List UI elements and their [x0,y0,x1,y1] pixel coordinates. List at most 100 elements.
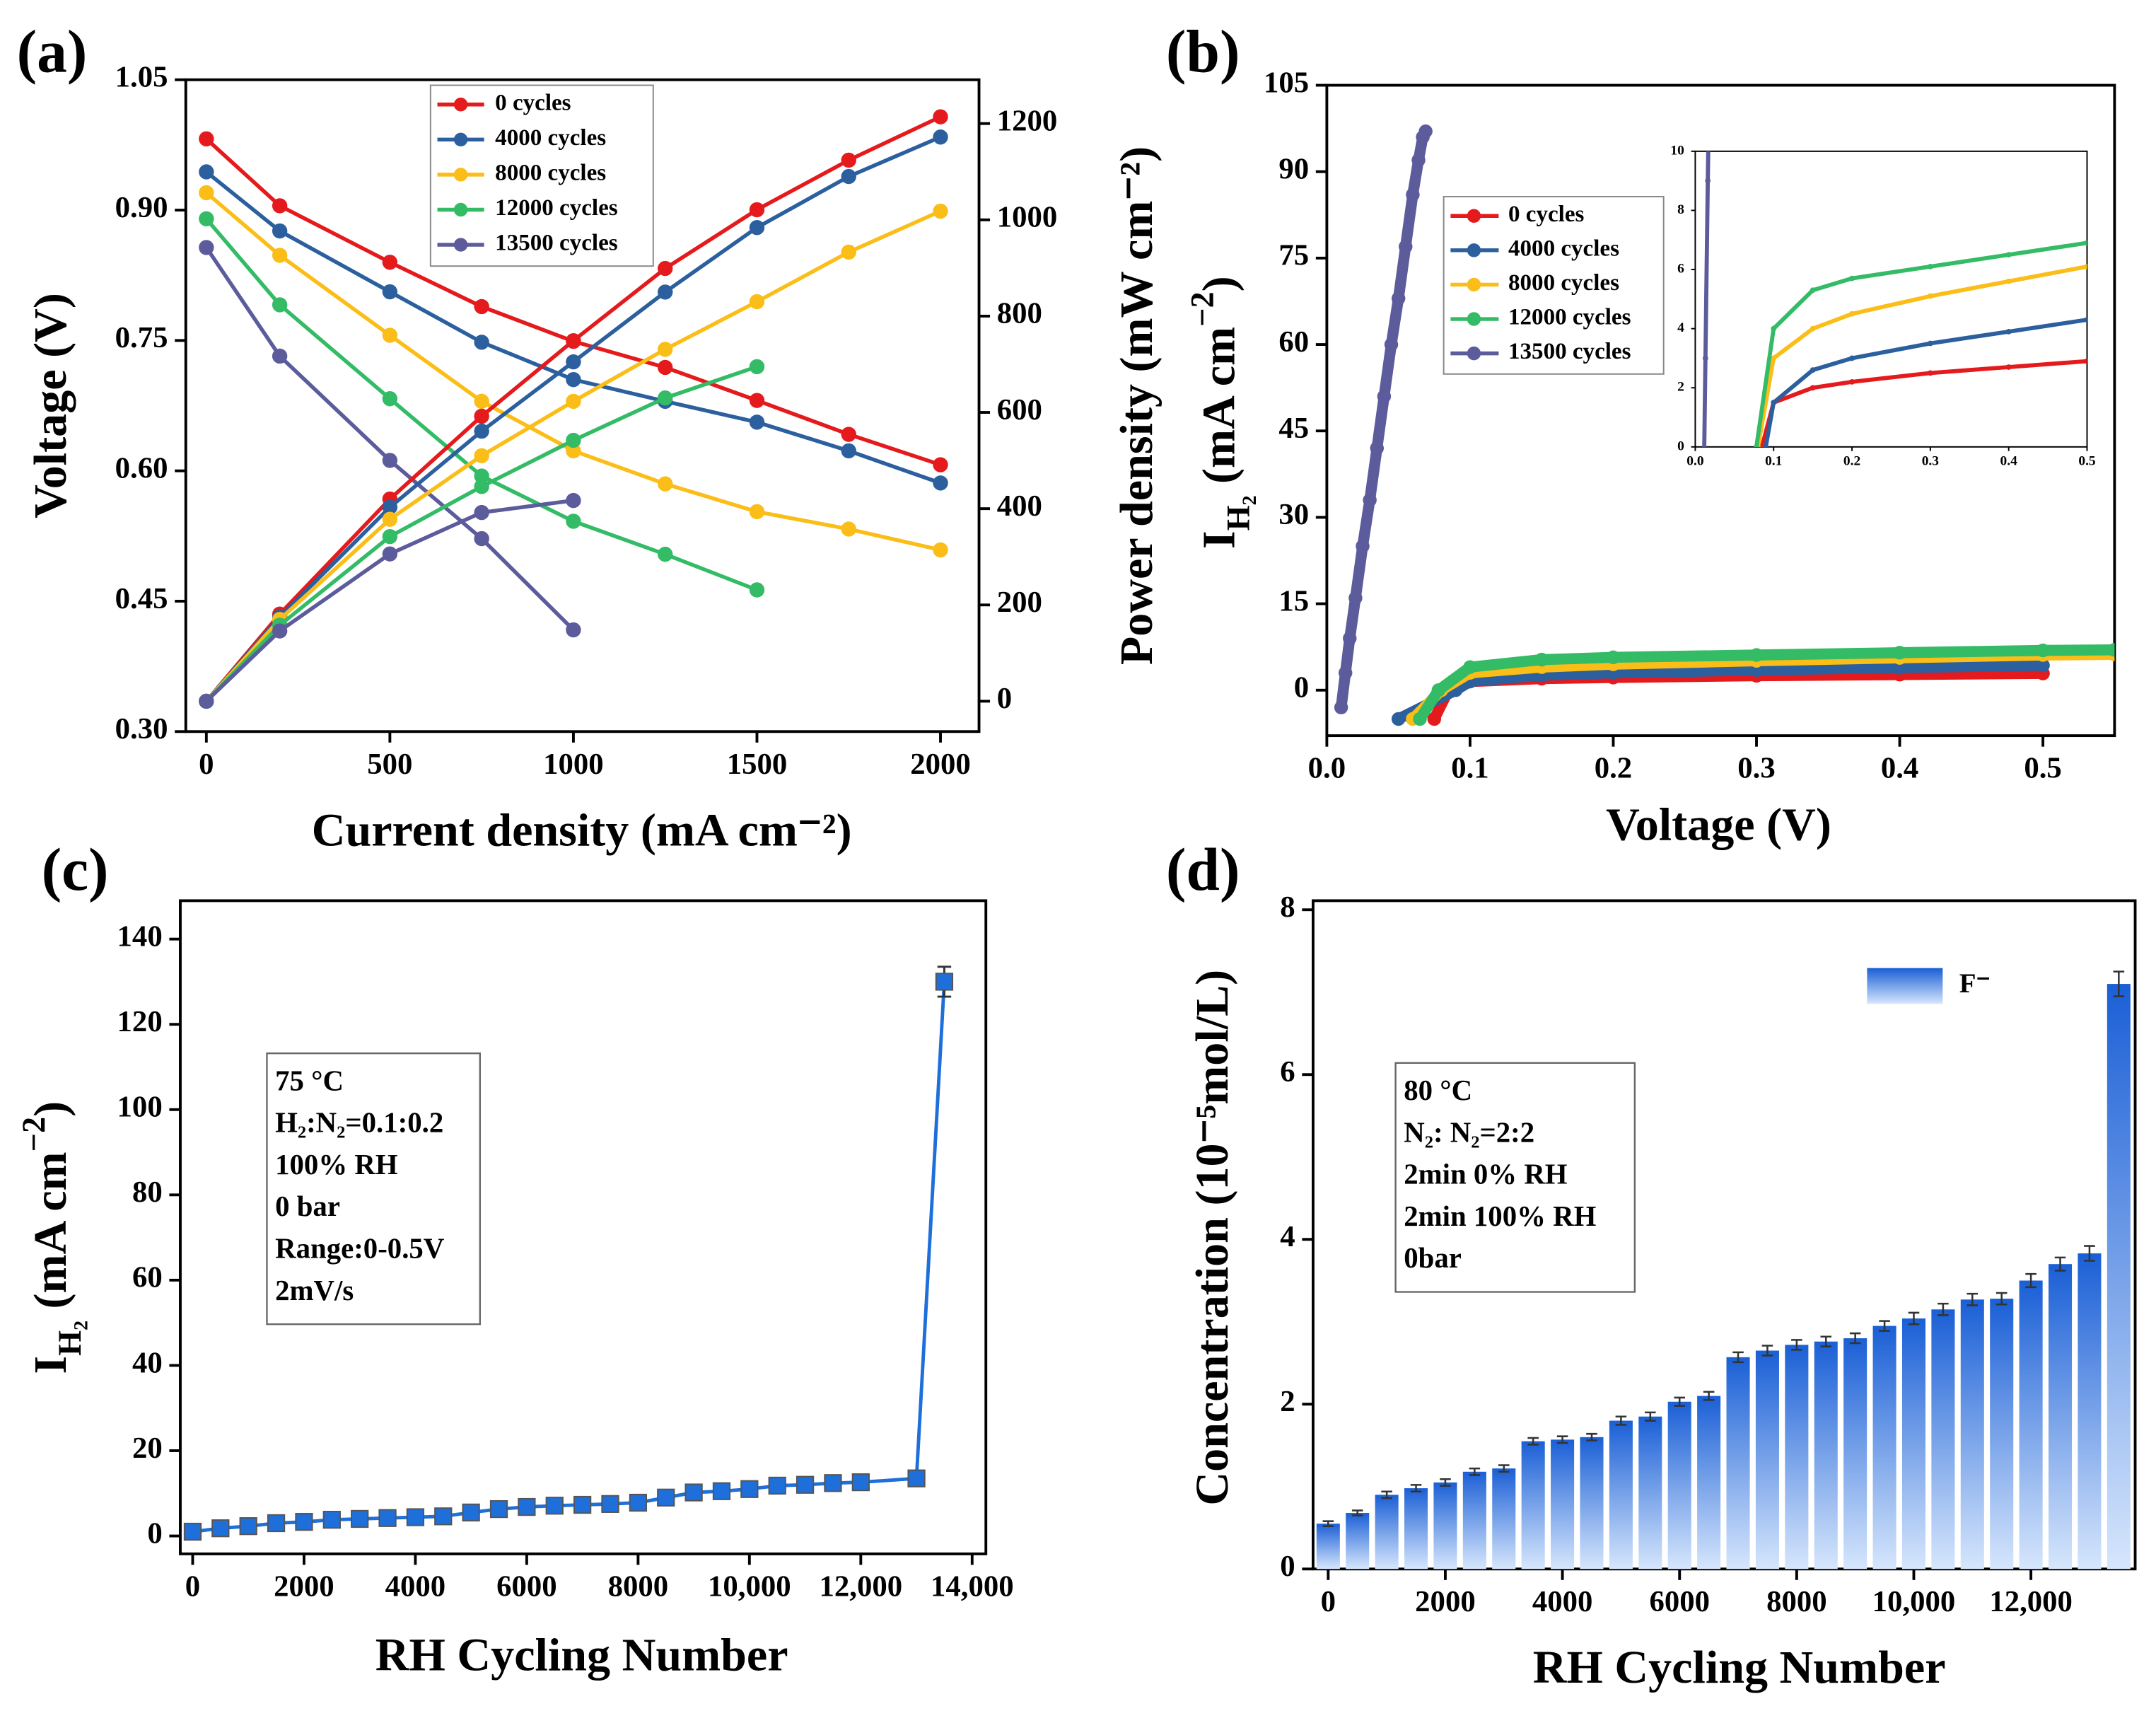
error-bar [1527,1437,1539,1446]
label-part: (mA cm [25,1151,76,1321]
plot-frame [184,78,981,733]
point [382,499,398,515]
bar [1843,1338,1867,1570]
legend-label: 0 cycles [1508,202,1584,227]
legend-label: 12000 cycles [1508,305,1631,330]
legend-label: 0 cycles [495,90,571,115]
point [841,244,856,260]
inset-background [1695,151,2087,447]
series-line [204,246,575,632]
inset-point [1744,592,1749,598]
legend-marker [1467,209,1481,223]
x-tick-label: 12,000 [820,1570,903,1603]
point [199,693,214,709]
point [199,164,214,180]
legend-marker [1467,243,1481,257]
y-tick-label: 20 [132,1432,163,1465]
series-line [1764,318,2087,447]
error-bar [1849,1332,1861,1345]
x-tick-label: 0 [199,748,214,781]
plot-frame [1312,899,2137,1571]
point [1431,683,1446,697]
point [2036,659,2050,673]
legend-label: 8000 cycles [495,160,606,185]
point [474,479,489,494]
point [841,152,856,168]
annotation-line: 2mV/s [275,1275,354,1306]
y-tick-label: 80 [132,1176,163,1209]
inset-point [1927,340,1933,347]
inset-point [1849,355,1855,361]
y-tick-label: 90 [1278,153,1309,186]
panel-label: (a) [17,18,88,85]
error-bar [1908,1311,1920,1325]
error-bar [1879,1320,1890,1332]
y-axis-title: IH₂ (mA cm−2) [16,1101,88,1374]
point [474,298,489,315]
inset-point [1771,400,1777,406]
x-tick-label: 6000 [496,1570,557,1603]
point [1534,652,1549,667]
point [1892,646,1907,660]
y-tick-label: 10 [1670,143,1684,158]
error-bar [1498,1464,1510,1473]
point [841,521,856,537]
point [1749,648,1764,662]
y-tick-label: 6 [1677,262,1684,277]
point [657,1488,675,1507]
x-tick-label: 4000 [385,1570,446,1603]
point [749,414,765,430]
x-tick-label: 1500 [727,748,788,781]
error-bar [2025,1272,2036,1289]
y-tick-label: 1.05 [115,61,168,94]
y-tick-label: 0.60 [115,451,168,485]
point [267,1514,286,1533]
series-line [1759,359,2087,447]
panel-label: (b) [1166,18,1240,85]
error-bar [1615,1415,1627,1426]
y2-axis-title: Power density (mW cm⁻²) [1111,146,1163,665]
inset-point [1701,533,1706,538]
point [382,453,398,468]
x-tick-label: 0.5 [2024,752,2061,785]
point [434,1507,453,1526]
bar [1755,1350,1779,1570]
point [749,202,765,218]
bar [1667,1401,1691,1570]
point [1356,539,1370,553]
legend-label: 12000 cycles [495,195,618,221]
plot-frame [179,899,988,1555]
error-bar [1966,1292,1979,1306]
bar [1521,1441,1545,1570]
point [658,260,673,277]
point [474,423,489,439]
legend-marker [1467,277,1481,292]
point [183,1522,202,1541]
error-bar [1761,1345,1773,1357]
point [566,492,581,509]
point [1338,666,1353,680]
y-tick-label: 6 [1280,1055,1295,1089]
x-axis-title: RH Cycling Number [1533,1642,1946,1693]
point [601,1495,619,1513]
bar [1580,1437,1604,1570]
x-tick-label: 12,000 [1989,1585,2073,1618]
bar [1433,1482,1457,1570]
y-tick-label: 8 [1677,202,1684,217]
point [382,511,398,527]
inset-point [1810,287,1816,294]
x-axis-title: Voltage (V) [1606,799,1831,850]
error-bar [1703,1391,1715,1401]
inset-point [1771,355,1777,361]
y-tick-label: 140 [117,919,163,953]
point [2036,643,2050,658]
point [2107,643,2115,657]
x-tick-label: 0.4 [2000,454,2018,469]
label-part: I [1194,530,1245,549]
point [749,582,765,598]
bar [2049,1264,2073,1570]
point [566,432,581,448]
point [684,1483,703,1502]
point [382,284,398,300]
inset-point [1702,355,1708,361]
